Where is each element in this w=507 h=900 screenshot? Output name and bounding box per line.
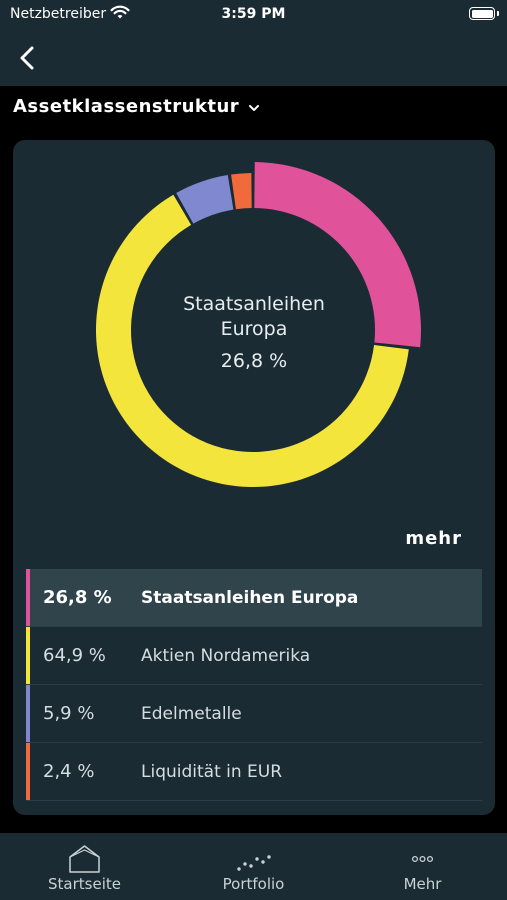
legend-list: 26,8 % Staatsanleihen Europa 64,9 % Akti… [26,569,482,801]
legend-label: Liquidität in EUR [141,761,283,782]
section-title[interactable]: Assetklassenstruktur [13,96,240,117]
tab-label: Startseite [48,875,121,893]
nav-bar [0,30,507,86]
chevron-down-icon[interactable] [246,100,262,116]
legend-percent: 26,8 % [43,587,112,608]
donut-center-name: Staatsanleihen Europa [183,293,325,340]
clock: 3:59 PM [221,6,286,22]
portfolio-chart-icon [237,855,271,871]
back-chevron-icon[interactable] [14,42,42,74]
tab-startseite[interactable]: Startseite [0,833,169,900]
donut-center-label: Staatsanleihen Europa 26,8 % [13,292,495,372]
legend-row-aktien[interactable]: 64,9 % Aktien Nordamerika [26,627,482,685]
legend-percent: 5,9 % [43,703,95,724]
legend-row-staatsanleihen[interactable]: 26,8 % Staatsanleihen Europa [26,569,482,627]
donut-slice-1[interactable] [254,162,421,348]
legend-label: Edelmetalle [141,703,242,724]
tab-portfolio[interactable]: Portfolio [169,833,338,900]
donut-slice-4[interactable] [231,173,252,210]
home-icon [69,845,100,873]
status-bar: Netzbetreiber 3:59 PM [0,0,507,30]
battery-icon [469,7,495,20]
legend-color-bar [26,685,30,742]
legend-label: Aktien Nordamerika [141,645,311,666]
tab-label: Mehr [403,875,442,893]
wifi-icon [110,5,130,19]
donut-slice-3[interactable] [176,175,234,224]
legend-percent: 64,9 % [43,645,106,666]
tab-mehr[interactable]: Mehr [338,833,507,900]
legend-row-liquiditaet[interactable]: 2,4 % Liquidität in EUR [26,743,482,801]
legend-color-bar [26,569,30,626]
tab-bar: Startseite Portfolio Mehr [0,833,507,900]
asset-class-card: Staatsanleihen Europa 26,8 % mehr 26,8 %… [13,140,495,815]
donut-chart[interactable] [13,140,495,500]
more-dots-icon [411,855,434,863]
legend-row-edelmetalle[interactable]: 5,9 % Edelmetalle [26,685,482,743]
tab-label: Portfolio [222,875,285,893]
legend-color-bar [26,627,30,684]
battery-cap [497,11,499,16]
more-link[interactable]: mehr [405,528,462,549]
carrier-name: Netzbetreiber [10,6,107,22]
legend-percent: 2,4 % [43,761,95,782]
legend-color-bar [26,743,30,800]
legend-label: Staatsanleihen Europa [141,587,359,608]
donut-center-value: 26,8 % [220,350,288,372]
